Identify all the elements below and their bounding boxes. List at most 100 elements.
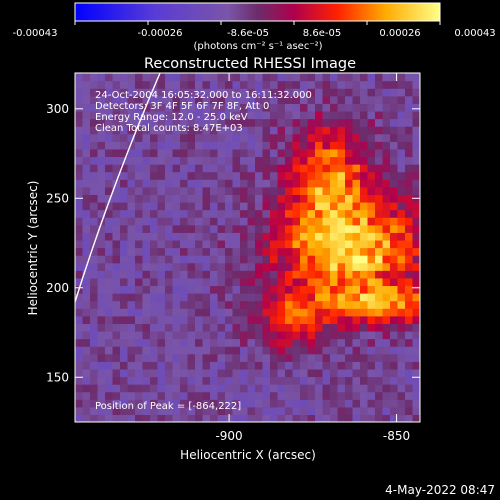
heatmap-cell (217, 323, 226, 332)
heatmap-cell (225, 217, 234, 226)
heatmap-cell (352, 262, 361, 271)
heatmap-cell (262, 141, 271, 150)
heatmap-cell (307, 330, 316, 340)
heatmap-cell (255, 88, 264, 97)
heatmap-cell (90, 285, 99, 294)
heatmap-cell (270, 391, 279, 400)
heatmap-cell (180, 118, 189, 127)
heatmap-cell (240, 209, 249, 218)
heatmap-cell (187, 141, 196, 150)
heatmap-cell (157, 285, 166, 294)
heatmap-cell (300, 224, 309, 233)
heatmap-cell (82, 346, 91, 355)
heatmap-cell (255, 361, 264, 370)
heatmap-cell (217, 239, 226, 249)
heatmap-cell (150, 368, 159, 378)
heatmap-cell (375, 247, 384, 256)
heatmap-cell (180, 414, 189, 422)
heatmap-cell (157, 353, 166, 362)
heatmap-cell (375, 88, 384, 97)
heatmap-cell (397, 308, 406, 317)
heatmap-cell (255, 171, 264, 180)
heatmap-cell (195, 338, 204, 347)
heatmap-cell (285, 285, 294, 294)
heatmap-cell (90, 141, 99, 150)
heatmap-cell (352, 300, 361, 309)
heatmap-cell (172, 255, 181, 264)
heatmap-cell (150, 217, 159, 226)
heatmap-cell (247, 88, 256, 97)
heatmap-cell (300, 308, 309, 317)
heatmap-cell (75, 171, 84, 180)
heatmap-cell (262, 399, 271, 408)
heatmap-cell (330, 224, 339, 233)
heatmap-cell (225, 300, 234, 309)
heatmap-cell (270, 110, 279, 120)
heatmap-cell (75, 133, 84, 142)
heatmap-cell (262, 148, 271, 158)
heatmap-cell (232, 217, 241, 226)
heatmap-cell (112, 118, 121, 127)
heatmap-cell (255, 315, 264, 324)
heatmap-cell (330, 179, 339, 188)
heatmap-cell (375, 95, 384, 104)
heatmap-cell (352, 353, 361, 362)
heatmap-cell (135, 133, 144, 142)
heatmap-cell (270, 368, 279, 378)
heatmap-cell (150, 300, 159, 309)
heatmap-cell (322, 262, 331, 271)
heatmap-cell (135, 391, 144, 400)
heatmap-cell (247, 194, 256, 203)
heatmap-cell (330, 118, 339, 127)
heatmap-cell (337, 361, 346, 370)
heatmap-cell (157, 148, 166, 158)
heatmap-cell (277, 315, 286, 324)
heatmap-cell (157, 126, 166, 135)
heatmap-cell (135, 171, 144, 180)
heatmap-cell (337, 95, 346, 104)
heatmap-cell (142, 384, 151, 393)
heatmap-cell (142, 126, 151, 135)
heatmap-cell (97, 330, 106, 340)
heatmap-cell (195, 406, 204, 416)
heatmap-cell (150, 270, 159, 279)
heatmap-cell (352, 171, 361, 180)
heatmap-cell (142, 330, 151, 340)
heatmap-cell (240, 201, 249, 211)
heatmap-cell (367, 148, 376, 158)
heatmap-cell (352, 179, 361, 188)
heatmap-cell (352, 399, 361, 408)
heatmap-cell (195, 361, 204, 370)
heatmap-cell (315, 156, 324, 165)
heatmap-cell (397, 209, 406, 218)
heatmap-cell (232, 247, 241, 256)
heatmap-cell (397, 293, 406, 302)
heatmap-cell (345, 179, 354, 188)
heatmap-cell (277, 239, 286, 249)
heatmap-cell (315, 361, 324, 370)
heatmap-cell (337, 414, 346, 422)
heatmap-cell (247, 277, 256, 287)
heatmap-cell (75, 323, 84, 332)
heatmap-cell (150, 384, 159, 393)
heatmap-cell (165, 164, 174, 173)
heatmap-cell (397, 399, 406, 408)
heatmap-cell (180, 156, 189, 165)
heatmap-cell (180, 315, 189, 324)
heatmap-cell (322, 399, 331, 408)
heatmap-cell (382, 255, 391, 264)
heatmap-cell (277, 323, 286, 332)
heatmap-cell (397, 414, 406, 422)
heatmap-cell (187, 277, 196, 287)
heatmap-cell (232, 148, 241, 158)
heatmap-cell (112, 270, 121, 279)
heatmap-cell (375, 224, 384, 233)
heatmap-cell (120, 361, 129, 370)
heatmap-cell (97, 126, 106, 135)
heatmap-cell (157, 338, 166, 347)
heatmap-cell (352, 277, 361, 287)
heatmap-cell (172, 330, 181, 340)
heatmap-cell (202, 323, 211, 332)
heatmap-cell (127, 300, 136, 309)
heatmap-cell (360, 376, 369, 385)
